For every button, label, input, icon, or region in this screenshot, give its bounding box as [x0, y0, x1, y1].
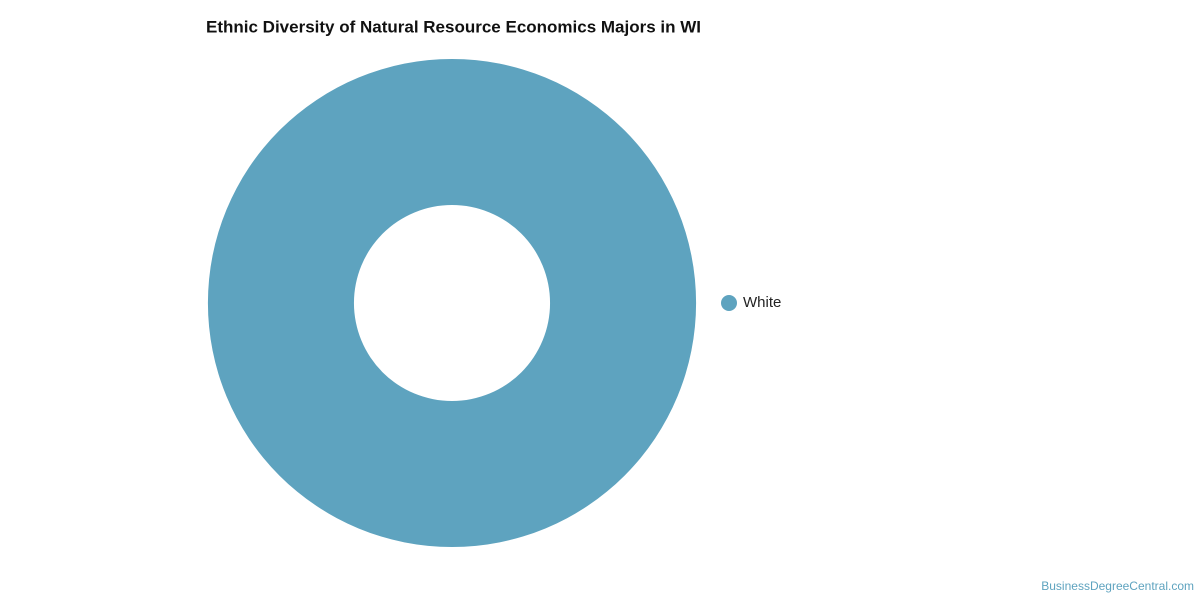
- legend-label: White: [743, 294, 781, 311]
- credit: BusinessDegreeCentral.com: [1041, 579, 1194, 593]
- legend-marker: [721, 295, 737, 311]
- chart-title: Ethnic Diversity of Natural Resource Eco…: [206, 17, 701, 36]
- slice: [207, 58, 697, 547]
